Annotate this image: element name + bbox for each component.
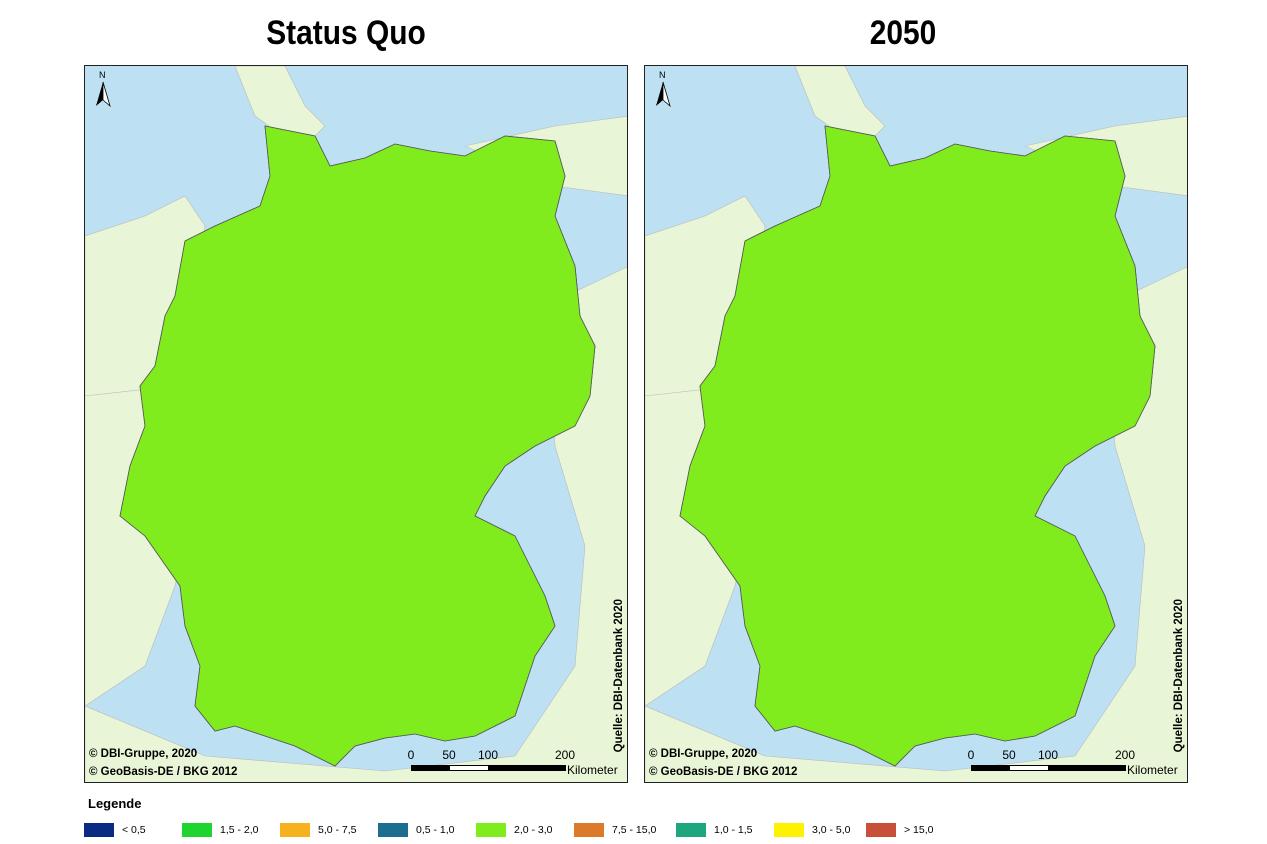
legend-label: > 15,0 xyxy=(904,824,934,836)
legend-label: 1,5 - 2,0 xyxy=(220,824,259,836)
legend-swatch xyxy=(774,823,804,837)
germany-map-2050 xyxy=(645,66,1187,782)
scale-tick: 100 xyxy=(1037,748,1059,762)
scale-unit: Kilometer xyxy=(567,763,618,777)
legend-label: 5,0 - 7,5 xyxy=(318,824,357,836)
scale-tick: 0 xyxy=(407,748,415,762)
legend-swatch xyxy=(182,823,212,837)
scale-tick: 200 xyxy=(1114,748,1136,762)
legend-swatch xyxy=(280,823,310,837)
legend-swatch xyxy=(866,823,896,837)
scale-tick: 0 xyxy=(967,748,975,762)
legend-label: 0,5 - 1,0 xyxy=(416,824,455,836)
credit-dbi: © DBI-Gruppe, 2020 xyxy=(89,748,198,760)
source-note: Quelle: DBI-Datenbank 2020 xyxy=(613,598,625,752)
credit-dbi: © DBI-Gruppe, 2020 xyxy=(649,748,758,760)
scale-bar: 0 50 100 200 Kilometer xyxy=(967,748,1185,778)
scale-tick: 100 xyxy=(477,748,499,762)
map-panel-2050: N © DBI-Gruppe, 2020 © GeoBasis-DE / BKG… xyxy=(644,65,1188,783)
legend-swatch xyxy=(84,823,114,837)
map-panel-status-quo: N © DBI-Gruppe, 2020 © GeoBasis-DE / BKG… xyxy=(84,65,628,783)
scale-tick: 50 xyxy=(442,748,456,762)
north-arrow-icon: N xyxy=(653,70,673,110)
legend-swatch xyxy=(476,823,506,837)
scale-bar: 0 50 100 200 Kilometer xyxy=(407,748,625,778)
map-title-2050: 2050 xyxy=(869,14,937,52)
source-note: Quelle: DBI-Datenbank 2020 xyxy=(1173,598,1185,752)
legend-label: 3,0 - 5,0 xyxy=(812,824,851,836)
legend-swatch xyxy=(378,823,408,837)
credit-geobasis: © GeoBasis-DE / BKG 2012 xyxy=(649,766,798,778)
legend-swatch xyxy=(676,823,706,837)
map-title-status-quo: Status Quo xyxy=(266,14,426,52)
credit-geobasis: © GeoBasis-DE / BKG 2012 xyxy=(89,766,238,778)
legend-swatch xyxy=(574,823,604,837)
legend: Legende < 0,5 1,5 - 2,0 5,0 - 7,5 0,5 - … xyxy=(84,796,1184,840)
legend-title: Legende xyxy=(88,796,142,811)
north-arrow-icon: N xyxy=(93,70,113,110)
legend-label: < 0,5 xyxy=(122,824,146,836)
legend-label: 7,5 - 15,0 xyxy=(612,824,657,836)
germany-map-status-quo xyxy=(85,66,627,782)
scale-unit: Kilometer xyxy=(1127,763,1178,777)
scale-tick: 200 xyxy=(554,748,576,762)
scale-tick: 50 xyxy=(1002,748,1016,762)
legend-label: 2,0 - 3,0 xyxy=(514,824,553,836)
legend-label: 1,0 - 1,5 xyxy=(714,824,753,836)
